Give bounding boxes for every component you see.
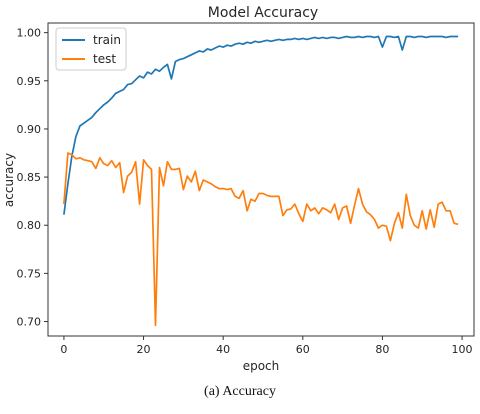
x-tick-label: 60 <box>296 343 310 356</box>
x-tick-label: 40 <box>216 343 230 356</box>
x-tick-label: 0 <box>60 343 67 356</box>
y-axis-label: accuracy <box>2 153 16 207</box>
y-tick-label: 0.85 <box>17 171 42 184</box>
y-tick-label: 0.80 <box>17 219 42 232</box>
x-axis-label: epoch <box>243 359 280 373</box>
y-tick-label: 0.95 <box>17 75 42 88</box>
chart-title: Model Accuracy <box>208 5 318 21</box>
plot-area <box>47 22 475 337</box>
y-tick-label: 0.90 <box>17 123 42 136</box>
x-tick-label: 80 <box>375 343 389 356</box>
accuracy-chart: Model Accuracy 0 20 40 60 80 100 0.70 0.75 0.80 0… <box>2 5 475 373</box>
y-tick-label: 0.70 <box>17 316 42 329</box>
legend-label-test: test <box>93 52 116 66</box>
series-line-test <box>63 152 459 327</box>
legend: train test <box>55 27 127 71</box>
x-tick-label: 100 <box>452 343 473 356</box>
figure-caption: (a) Accuracy <box>204 384 276 399</box>
series-line-train <box>63 35 459 215</box>
x-tick-label: 20 <box>137 343 151 356</box>
y-tick-label: 0.75 <box>17 267 42 280</box>
y-tick-label: 1.00 <box>17 27 42 40</box>
legend-label-train: train <box>93 33 121 47</box>
